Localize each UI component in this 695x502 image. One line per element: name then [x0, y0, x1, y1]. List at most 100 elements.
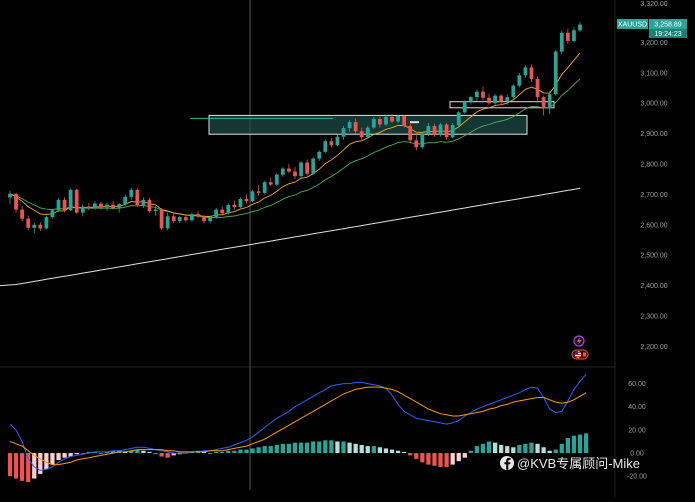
price-tick-label: 2,200.00 [640, 344, 667, 351]
candle-body [202, 216, 206, 222]
macd-histogram-bar [389, 449, 395, 454]
macd-histogram-bar [32, 453, 37, 479]
price-tick-label: 3,100.00 [640, 70, 667, 77]
candle-body [159, 209, 164, 229]
macd-histogram-bar [44, 453, 49, 470]
macd-histogram-bar [565, 438, 570, 454]
us-flag-icon[interactable] [571, 349, 589, 360]
macd-histogram-bar [56, 453, 61, 460]
signal-line [9, 386, 587, 466]
last-price-label: 3,258.89 [654, 22, 681, 29]
macd-histogram-bar [141, 450, 146, 454]
candle-body [535, 78, 540, 98]
price-tick-label: 2,300.00 [640, 313, 667, 320]
macd-histogram-bar [244, 449, 249, 454]
candle-body [493, 95, 497, 104]
macd-histogram-bar [583, 433, 589, 454]
candle-body [129, 189, 134, 197]
macd-histogram-bar [171, 453, 176, 456]
candle-body [226, 205, 231, 214]
macd-histogram-bar [20, 453, 25, 481]
candle-body [511, 85, 516, 98]
candle-body [26, 218, 31, 228]
macd-histogram-bar [492, 442, 498, 454]
moving-averages-layer [0, 52, 581, 287]
candle-body [183, 217, 188, 221]
macd-histogram-bar [402, 451, 407, 454]
candle-body [135, 189, 140, 206]
candle-body [505, 97, 510, 102]
candles-layer [8, 21, 582, 234]
candle-body [44, 217, 49, 229]
macd-histogram-bar [74, 453, 79, 455]
macd-histogram-bar [305, 442, 310, 454]
candle-body [287, 168, 291, 172]
macd-histogram-bar [341, 441, 346, 454]
macd-histogram-bar [523, 443, 528, 454]
countdown-label: 19:24:23 [654, 31, 681, 38]
candle-body [208, 216, 212, 222]
macd-histogram-bar [135, 449, 140, 454]
candle-body [99, 203, 103, 208]
candle-body [153, 209, 158, 212]
macd-histogram-bar [226, 450, 231, 454]
macd-histogram-bar [414, 453, 419, 459]
candle-body [450, 125, 455, 138]
macd-histogram-bar [468, 450, 473, 454]
macd-tick-label: 20.00 [628, 427, 646, 434]
candle-body [38, 224, 43, 229]
macd-tick-label: 0.00 [630, 451, 644, 458]
price-tick-label: 2,800.00 [640, 162, 667, 169]
candle-body [462, 101, 467, 113]
macd-histogram-bar [444, 453, 449, 467]
candle-body [93, 203, 97, 209]
candle-body [390, 116, 394, 122]
price-axis[interactable]: 3,200.00 3,100.00 3,000.00 2,900.00 2,800.00… [640, 40, 667, 351]
macd-histogram-bar [329, 440, 334, 454]
macd-histogram-bar [80, 453, 85, 454]
countdown-background [649, 29, 687, 38]
candle-body [378, 119, 382, 125]
candle-body [268, 182, 273, 185]
price-tick-label: 3,200.00 [640, 40, 667, 47]
candle-body [238, 198, 243, 208]
price-tick-label: 2,600.00 [640, 222, 667, 229]
candle-body [299, 162, 303, 177]
macd-histogram-bar [274, 444, 279, 454]
candle-body [250, 191, 255, 202]
macd-histogram-bar [232, 450, 237, 454]
macd-histogram-bar [359, 444, 364, 454]
macd-histogram-bar [165, 453, 170, 458]
candle-body [347, 122, 352, 129]
macd-histogram-bar [511, 447, 516, 454]
ma-long-line [0, 187, 581, 287]
candle-body [359, 131, 364, 138]
candle-body [56, 199, 61, 211]
macd-axis[interactable]: 60.00 40.00 20.00 0.00 -20.00 [627, 381, 647, 481]
lightning-icon[interactable] [573, 335, 585, 347]
macd-histogram-bar [450, 453, 455, 465]
candle-body [529, 67, 534, 79]
price-tick-label: 2,500.00 [640, 253, 667, 260]
candle-body [402, 115, 407, 127]
macd-histogram-bar [371, 446, 376, 454]
candle-body [487, 97, 491, 104]
candle-body [86, 206, 91, 209]
candle-body [499, 95, 504, 102]
candle-body [329, 141, 334, 146]
macd-tick-label: 40.00 [628, 404, 646, 411]
macd-lines-layer [9, 373, 587, 471]
candle-body [8, 193, 12, 198]
candle-body [565, 32, 570, 41]
candle-body [353, 122, 358, 132]
macd-line [9, 373, 587, 471]
candle-body [147, 199, 152, 212]
macd-histogram-bar [50, 453, 55, 465]
candle-body [293, 171, 297, 177]
price-tag: XAUUSD 3,258.89 19:24:23 [617, 19, 687, 38]
candle-body [32, 224, 37, 228]
watermark-text: @KVB专属顾问-Mike [517, 456, 640, 471]
candle-body [68, 189, 73, 211]
candle-body [468, 97, 473, 102]
